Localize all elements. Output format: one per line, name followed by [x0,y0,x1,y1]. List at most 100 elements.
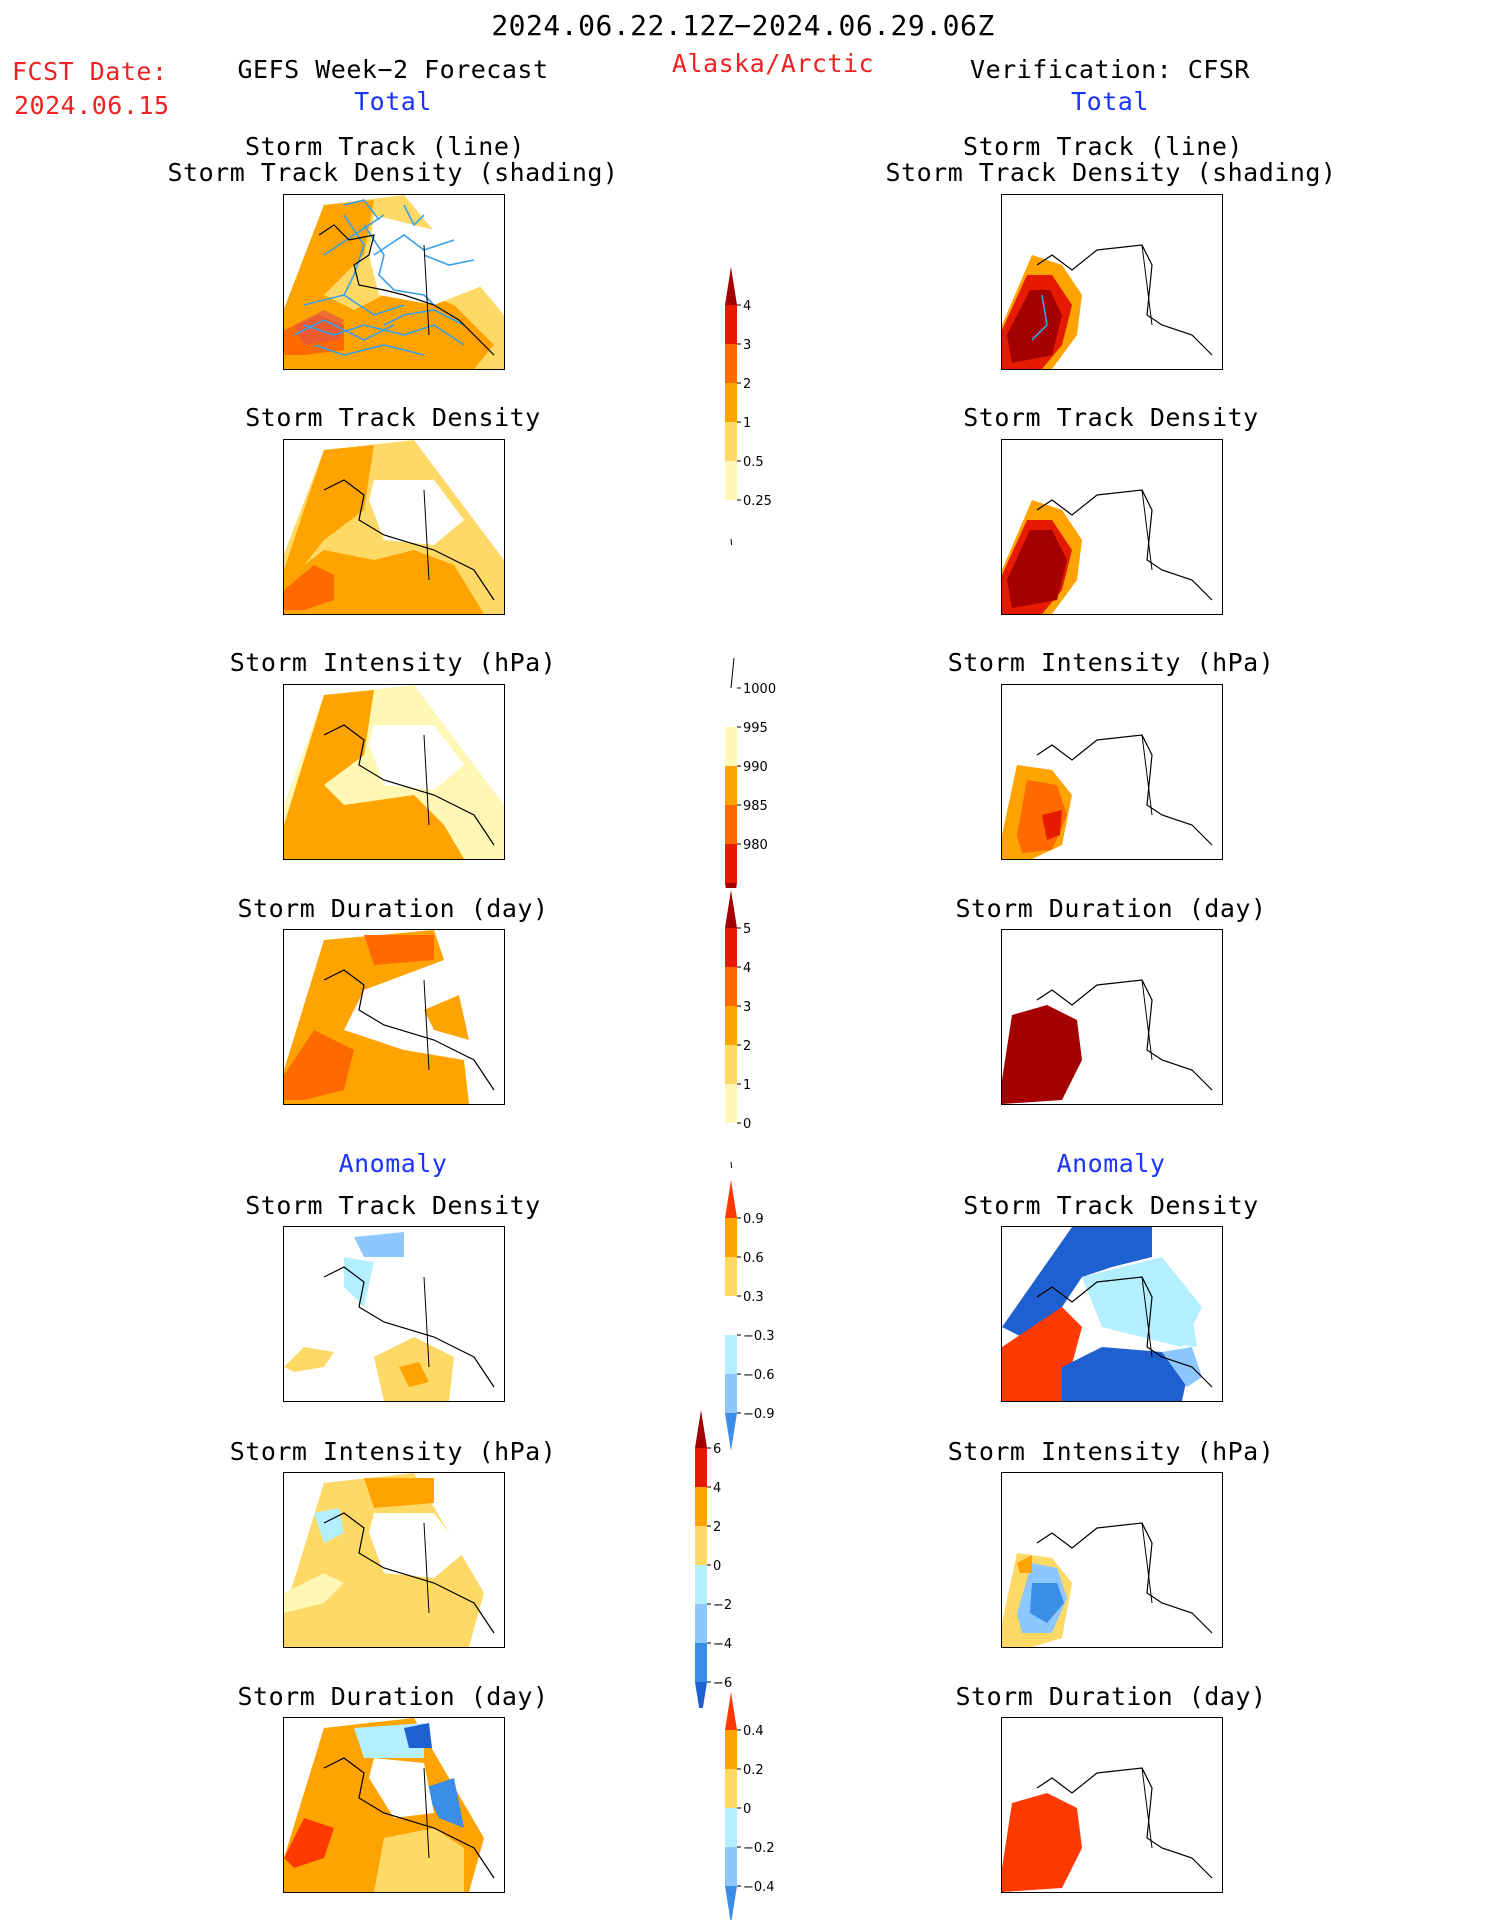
density_anomaly-segment [725,1218,737,1257]
intensity-segment [725,766,737,805]
gefs-anom-duration-map [283,1717,505,1893]
cfsr-duration-map [1001,929,1223,1105]
right-model-title: Verification: CFSR [970,55,1250,84]
intensity-segment [725,805,737,844]
title-track-line-right: Storm Track (line) [963,132,1243,161]
duration_anomaly-segment [725,1847,737,1886]
left-model-title: GEFS Week−2 Forecast [237,55,549,84]
duration-segment [725,1045,737,1084]
intensity_anomaly-segment [695,1526,707,1565]
intensity_anomaly-segment [695,1487,707,1526]
region-title: Alaska/Arctic [671,49,875,78]
right-anomaly-label: Anomaly [1056,1149,1166,1178]
duration_anomaly-tick-label: 0.2 [743,1763,764,1778]
gefs-track-map [283,194,505,370]
colorbar-intensity: 1000 995 990 985 980 [725,657,776,888]
fcst-label: FCST Date: [12,57,168,86]
title-density-right: Storm Track Density [963,403,1259,432]
duration_anomaly-arrow-top [725,1692,737,1730]
intensity_anomaly-tick-label: −6 [713,1676,732,1691]
intensity-tick-label: 1000 [743,682,776,697]
duration_anomaly-arrow-bottom [725,1886,737,1920]
density_anomaly-arrow-bottom [725,1413,737,1451]
title-density-left: Storm Track Density [245,403,541,432]
cfsr-anom-duration-map [1001,1717,1223,1893]
duration-segment [725,1123,737,1162]
duration_anomaly-tick-label: −0.4 [743,1880,775,1895]
title-anom-duration-right: Storm Duration (day) [955,1682,1267,1711]
gefs-anom-density-map [283,1226,505,1402]
density_anomaly-tick-label: 0.3 [743,1290,764,1305]
intensity_anomaly-tick-label: 2 [713,1520,721,1535]
cfsr-intensity-map [1001,684,1223,860]
intensity_anomaly-segment [695,1643,707,1682]
title-track-shading-left: Storm Track Density (shading) [167,158,619,187]
intensity-tail-top [730,657,735,689]
title-anom-density-right: Storm Track Density [963,1191,1259,1220]
duration-segment [725,928,737,967]
colorbar-density-anomaly: 0.9 0.6 0.3 −0.3 −0.6 −0.9 [725,1180,775,1451]
track_density-arrow-top [725,267,737,305]
track_density-tick-label: 4 [743,299,751,314]
gefs-anom-intensity-map [283,1472,505,1648]
intensity_anomaly-tick-label: 0 [713,1559,721,1574]
density_anomaly-segment [725,1335,737,1374]
title-anom-intensity-right: Storm Intensity (hPa) [947,1437,1275,1466]
duration-tick-label: 2 [743,1039,751,1054]
intensity_anomaly-tick-label: −4 [713,1637,732,1652]
title-track-line-left: Storm Track (line) [245,132,525,161]
duration_anomaly-segment [725,1808,737,1847]
density_anomaly-tick-label: 0.9 [743,1212,764,1227]
colorbar-track-density: 4 3 2 1 0.5 0.25 [725,267,772,545]
cfsr-track-map [1001,194,1223,370]
colorbar-duration: 5 4 3 2 1 0 [725,890,751,1168]
intensity_anomaly-segment [695,1448,707,1487]
colorbar-intensity-anomaly: 6 4 2 0 −2 −4 −6 [695,1410,732,1708]
gefs-density-map [283,439,505,615]
density_anomaly-segment [725,1374,737,1413]
colorbar-duration-anomaly: 0.4 0.2 0 −0.2 −0.4 [725,1692,775,1920]
title-intensity-left: Storm Intensity (hPa) [229,648,557,677]
left-anomaly-label: Anomaly [338,1149,448,1178]
title-track-shading-right: Storm Track Density (shading) [885,158,1337,187]
duration-tick-label: 3 [743,1000,751,1015]
cfsr-anom-intensity-map [1001,1472,1223,1648]
intensity-tick-label: 980 [743,838,768,853]
date-range: 2024.06.22.12Z−2024.06.29.06Z [491,9,995,42]
title-duration-left: Storm Duration (day) [237,894,549,923]
intensity-arrow-bottom [725,883,737,888]
left-total-label: Total [354,87,432,116]
intensity-segment [725,844,737,883]
gefs-intensity-map [283,684,505,860]
gefs-duration-map [283,929,505,1105]
title-anom-intensity-left: Storm Intensity (hPa) [229,1437,557,1466]
track_density-tick-label: 0.25 [743,494,772,509]
duration-tick-label: 4 [743,961,751,976]
density_anomaly-tick-label: −0.9 [743,1407,775,1422]
density_anomaly-segment [725,1296,737,1335]
duration-tail-bottom [730,1161,733,1168]
duration-segment [725,1084,737,1123]
track_density-segment [725,500,737,539]
duration-segment [725,967,737,1006]
density_anomaly-tick-label: −0.3 [743,1329,775,1344]
track_density-segment [725,344,737,383]
fcst-date: 2024.06.15 [14,91,170,120]
intensity_anomaly-tick-label: 6 [713,1442,721,1457]
intensity_anomaly-tick-label: 4 [713,1481,721,1496]
duration_anomaly-segment [725,1730,737,1769]
intensity_anomaly-arrow-bottom [695,1682,707,1708]
intensity_anomaly-tick-label: −2 [713,1598,732,1613]
intensity-segment [725,688,737,727]
density_anomaly-tick-label: 0.6 [743,1251,764,1266]
intensity-segment [725,727,737,766]
title-intensity-right: Storm Intensity (hPa) [947,648,1275,677]
right-total-label: Total [1071,87,1149,116]
duration_anomaly-tick-label: 0.4 [743,1724,764,1739]
title-anom-density-left: Storm Track Density [245,1191,541,1220]
duration_anomaly-segment [725,1769,737,1808]
duration-arrow-top [725,890,737,928]
track_density-segment [725,461,737,500]
density_anomaly-tick-label: −0.6 [743,1368,775,1383]
intensity-tick-label: 995 [743,721,768,736]
